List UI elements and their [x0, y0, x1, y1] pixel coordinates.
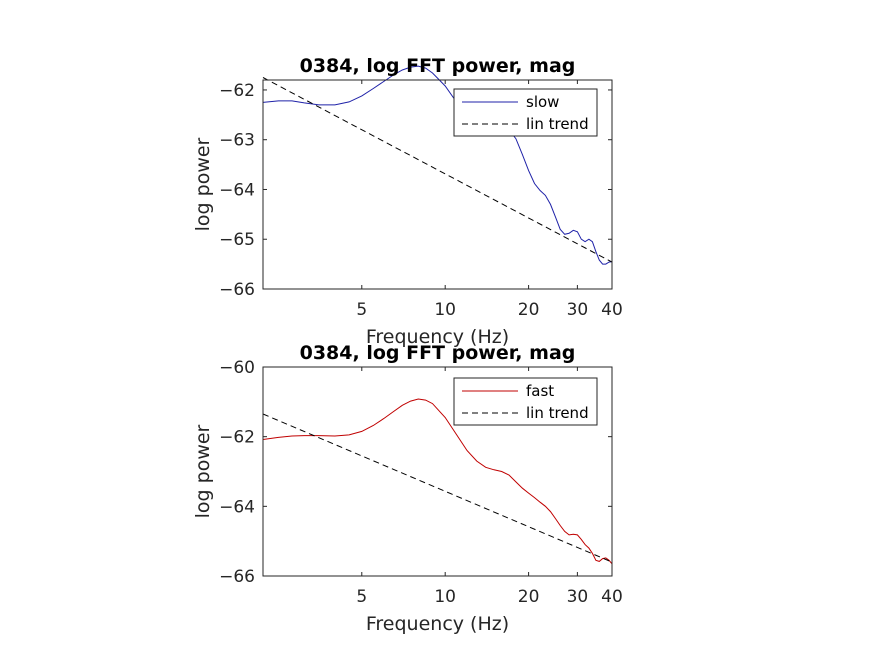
chart-1-y-tick-label: −62	[219, 81, 255, 101]
chart-1-y-axis-label: log power	[192, 137, 214, 231]
chart-2-y-axis-label: log power	[192, 424, 214, 518]
chart-2-y-tick-label: −64	[219, 497, 255, 517]
chart-1-y-tick-label: −64	[219, 180, 255, 200]
chart-1-x-tick-label: 5	[356, 300, 367, 320]
chart-1-x-tick-label: 10	[434, 300, 456, 320]
chart-1-group: 5 10 20 30 40 −66 −65 −64 −63 −62 0384, log FFT po…	[192, 55, 623, 348]
chart-2-legend: fast lin trend	[453, 377, 598, 426]
chart-2-legend-label-lin-trend: lin trend	[526, 404, 589, 422]
chart-1-x-tick-label: 30	[567, 300, 589, 320]
chart-2-series-lin-trend	[262, 413, 613, 563]
chart-1-legend: slow lin trend	[453, 88, 598, 137]
chart-2-x-tick-label: 20	[518, 587, 540, 607]
chart-1-y-tick-label: −65	[219, 230, 255, 250]
chart-1-axes-box	[262, 79, 613, 290]
chart-1-x-tick-label: 40	[601, 300, 623, 320]
chart-1-legend-label-slow: slow	[526, 93, 559, 111]
chart-2-x-axis-label: Frequency (Hz)	[366, 613, 509, 635]
chart-2-x-tick-label: 10	[434, 587, 456, 607]
chart-2-title: 0384, log FFT power, mag	[300, 342, 576, 364]
chart-2-y-tick-label: −66	[219, 567, 255, 587]
chart-2-series-fast	[262, 398, 613, 565]
chart-1-x-axis-label: Frequency (Hz)	[366, 326, 509, 348]
chart-2-x-tick-label: 40	[601, 587, 623, 607]
chart-2-x-tick-label: 5	[356, 587, 367, 607]
chart-2-legend-label-fast: fast	[526, 382, 554, 400]
chart-1-x-tick-label: 20	[518, 300, 540, 320]
chart-2-y-tick-label: −62	[219, 428, 255, 448]
chart-1-legend-box	[453, 88, 598, 137]
chart-2-x-tick-label: 30	[567, 587, 589, 607]
chart-1-series-lin-trend	[262, 77, 613, 263]
chart-2-y-tick-label: −60	[219, 358, 255, 378]
chart-2-legend-box	[453, 377, 598, 426]
chart-1-y-tick-label: −66	[219, 280, 255, 300]
chart-2-axes-box	[262, 366, 613, 577]
chart-1-title: 0384, log FFT power, mag	[300, 55, 576, 77]
chart-1-legend-label-lin-trend: lin trend	[526, 115, 589, 133]
chart-2-group: 5 10 20 30 40 −66 −64 −62 −60 0384, log FFT power…	[192, 342, 623, 635]
chart-1-y-tick-label: −63	[219, 131, 255, 151]
